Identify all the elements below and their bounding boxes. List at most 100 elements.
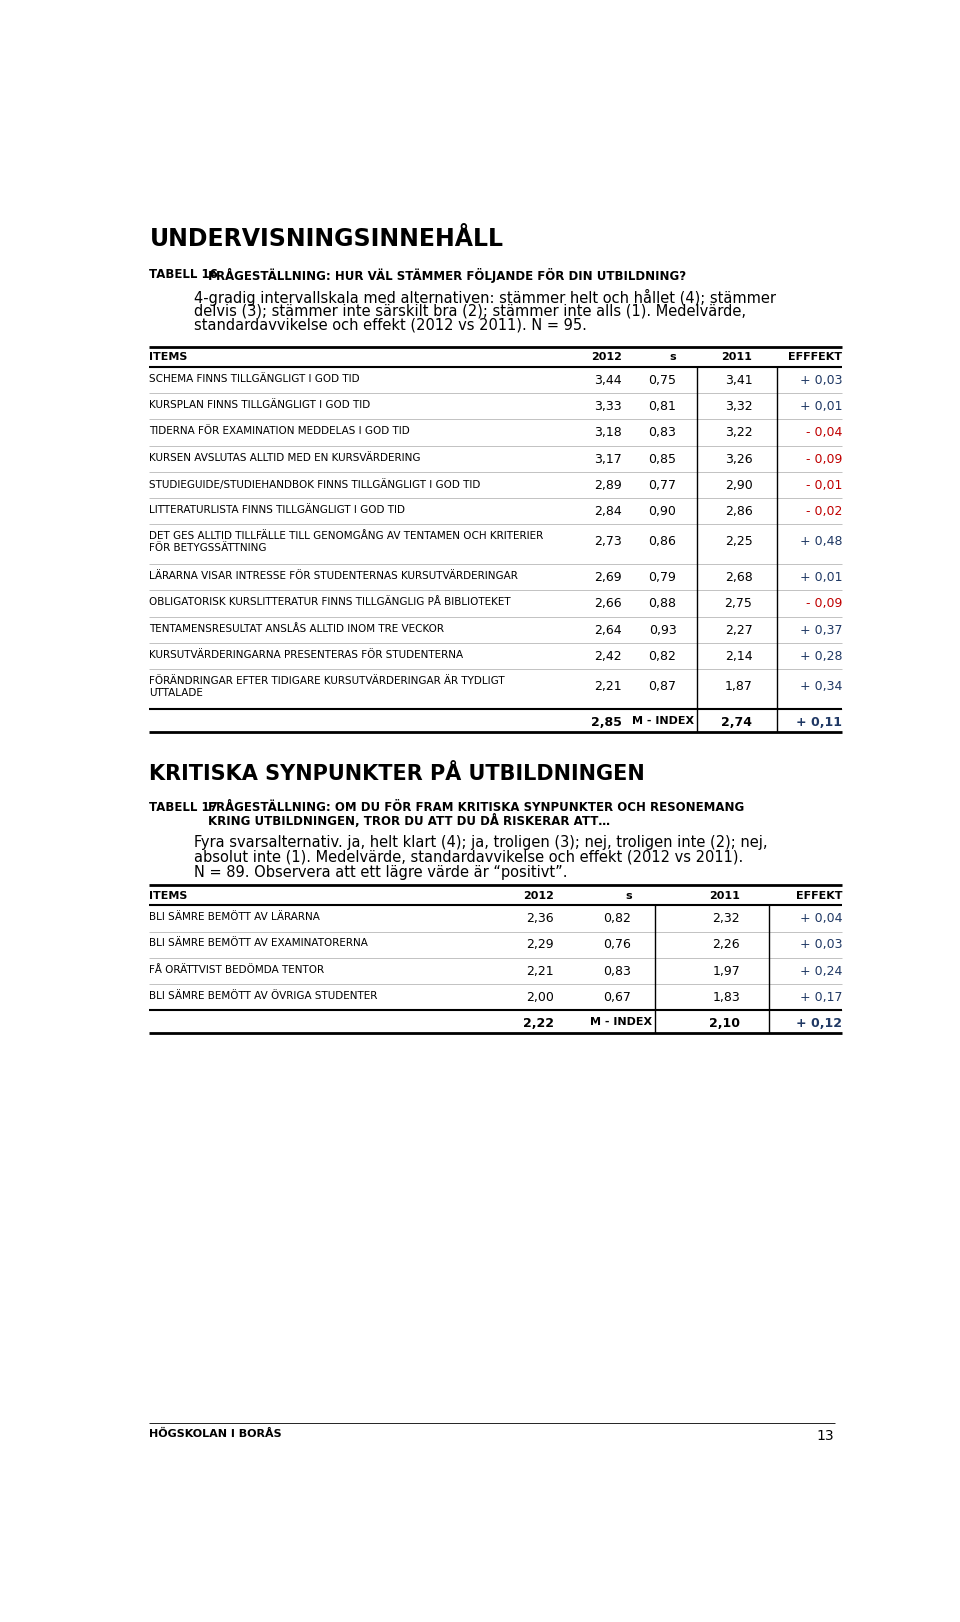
- Text: 2,25: 2,25: [725, 535, 753, 548]
- Text: + 0,12: + 0,12: [796, 1017, 842, 1030]
- Text: 0,81: 0,81: [649, 401, 677, 414]
- Text: DET GES ALLTID TILLFÄLLE TILL GENOMGÅNG AV TENTAMEN OCH KRITERIER: DET GES ALLTID TILLFÄLLE TILL GENOMGÅNG …: [150, 530, 543, 542]
- Text: 0,90: 0,90: [649, 504, 677, 517]
- Text: 0,75: 0,75: [648, 375, 677, 388]
- Text: 0,88: 0,88: [648, 597, 677, 610]
- Text: 2011: 2011: [722, 352, 753, 362]
- Text: 2,27: 2,27: [725, 623, 753, 636]
- Text: 2,75: 2,75: [725, 597, 753, 610]
- Text: M - INDEX: M - INDEX: [632, 715, 694, 727]
- Text: s: s: [625, 890, 632, 900]
- Text: 2,73: 2,73: [594, 535, 622, 548]
- Text: - 0,04: - 0,04: [806, 427, 842, 440]
- Text: 1,83: 1,83: [712, 991, 740, 1004]
- Text: 2,84: 2,84: [594, 504, 622, 517]
- Text: 0,85: 0,85: [648, 453, 677, 466]
- Text: ITEMS: ITEMS: [150, 352, 188, 362]
- Text: Fyra svarsalternativ. ja, helt klart (4); ja, troligen (3); nej, troligen inte (: Fyra svarsalternativ. ja, helt klart (4)…: [194, 835, 767, 850]
- Text: + 0,03: + 0,03: [800, 375, 842, 388]
- Text: BLI SÄMRE BEMÖTT AV LÄRARNA: BLI SÄMRE BEMÖTT AV LÄRARNA: [150, 912, 321, 923]
- Text: - 0,01: - 0,01: [806, 478, 842, 491]
- Text: STUDIEGUIDE/STUDIEHANDBOK FINNS TILLGÄNGLIGT I GOD TID: STUDIEGUIDE/STUDIEHANDBOK FINNS TILLGÄNG…: [150, 478, 481, 490]
- Text: 2,26: 2,26: [712, 939, 740, 952]
- Text: TABELL 16: TABELL 16: [150, 268, 218, 281]
- Text: KRITISKA SYNPUNKTER PÅ UTBILDNINGEN: KRITISKA SYNPUNKTER PÅ UTBILDNINGEN: [150, 764, 645, 785]
- Text: 0,86: 0,86: [649, 535, 677, 548]
- Text: delvis (3); stämmer inte särskilt bra (2); stämmer inte alls (1). Medelvärde,: delvis (3); stämmer inte särskilt bra (2…: [194, 303, 746, 318]
- Text: + 0,48: + 0,48: [800, 535, 842, 548]
- Text: HÖGSKOLAN I BORÅS: HÖGSKOLAN I BORÅS: [150, 1429, 282, 1439]
- Text: EFFEKT: EFFEKT: [796, 890, 842, 900]
- Text: 0,87: 0,87: [648, 680, 677, 693]
- Text: FÖRÄNDRINGAR EFTER TIDIGARE KURSUTVÄRDERINGAR ÄR TYDLIGT: FÖRÄNDRINGAR EFTER TIDIGARE KURSUTVÄRDER…: [150, 676, 505, 686]
- Text: + 0,24: + 0,24: [800, 965, 842, 978]
- Text: 2,32: 2,32: [712, 912, 740, 925]
- Text: KURSEN AVSLUTAS ALLTID MED EN KURSVÄRDERING: KURSEN AVSLUTAS ALLTID MED EN KURSVÄRDER…: [150, 453, 420, 462]
- Text: - 0,09: - 0,09: [806, 597, 842, 610]
- Text: 2,89: 2,89: [594, 478, 622, 491]
- Text: FÖR BETYGSSÄTTNING: FÖR BETYGSSÄTTNING: [150, 543, 267, 553]
- Text: 2,10: 2,10: [709, 1017, 740, 1030]
- Text: TENTAMENSRESULTAT ANSLÅS ALLTID INOM TRE VECKOR: TENTAMENSRESULTAT ANSLÅS ALLTID INOM TRE…: [150, 623, 444, 634]
- Text: 3,33: 3,33: [594, 401, 622, 414]
- Text: EFFFEKT: EFFFEKT: [788, 352, 842, 362]
- Text: TIDERNA FÖR EXAMINATION MEDDELAS I GOD TID: TIDERNA FÖR EXAMINATION MEDDELAS I GOD T…: [150, 427, 410, 436]
- Text: 3,32: 3,32: [725, 401, 753, 414]
- Text: N = 89. Observera att ett lägre värde är “positivt”.: N = 89. Observera att ett lägre värde är…: [194, 865, 567, 879]
- Text: 0,82: 0,82: [604, 912, 632, 925]
- Text: 0,67: 0,67: [604, 991, 632, 1004]
- Text: + 0,37: + 0,37: [800, 623, 842, 636]
- Text: 13: 13: [817, 1429, 834, 1444]
- Text: 2012: 2012: [591, 352, 622, 362]
- Text: + 0,17: + 0,17: [800, 991, 842, 1004]
- Text: 4-gradig intervallskala med alternativen: stämmer helt och hållet (4); stämmer: 4-gradig intervallskala med alternativen…: [194, 289, 776, 305]
- Text: ITEMS: ITEMS: [150, 890, 188, 900]
- Text: 2,00: 2,00: [526, 991, 554, 1004]
- Text: + 0,01: + 0,01: [800, 401, 842, 414]
- Text: 2,36: 2,36: [526, 912, 554, 925]
- Text: BLI SÄMRE BEMÖTT AV ÖVRIGA STUDENTER: BLI SÄMRE BEMÖTT AV ÖVRIGA STUDENTER: [150, 991, 378, 1001]
- Text: 0,79: 0,79: [649, 571, 677, 584]
- Text: - 0,09: - 0,09: [806, 453, 842, 466]
- Text: 2,22: 2,22: [523, 1017, 554, 1030]
- Text: 0,83: 0,83: [649, 427, 677, 440]
- Text: absolut inte (1). Medelvärde, standardavvikelse och effekt (2012 vs 2011).: absolut inte (1). Medelvärde, standardav…: [194, 850, 743, 865]
- Text: 2,85: 2,85: [591, 715, 622, 728]
- Text: + 0,11: + 0,11: [796, 715, 842, 728]
- Text: BLI SÄMRE BEMÖTT AV EXAMINATORERNA: BLI SÄMRE BEMÖTT AV EXAMINATORERNA: [150, 939, 369, 949]
- Text: LITTERATURLISTA FINNS TILLGÄNGLIGT I GOD TID: LITTERATURLISTA FINNS TILLGÄNGLIGT I GOD…: [150, 504, 405, 514]
- Text: TABELL 17: TABELL 17: [150, 801, 218, 814]
- Text: 2,66: 2,66: [594, 597, 622, 610]
- Text: 2,69: 2,69: [594, 571, 622, 584]
- Text: - 0,02: - 0,02: [806, 504, 842, 517]
- Text: 2,29: 2,29: [526, 939, 554, 952]
- Text: 2,74: 2,74: [721, 715, 753, 728]
- Text: 2,14: 2,14: [725, 650, 753, 663]
- Text: 2,42: 2,42: [594, 650, 622, 663]
- Text: + 0,34: + 0,34: [800, 680, 842, 693]
- Text: LÄRARNA VISAR INTRESSE FÖR STUDENTERNAS KURSUTVÄRDERINGAR: LÄRARNA VISAR INTRESSE FÖR STUDENTERNAS …: [150, 571, 518, 581]
- Text: + 0,04: + 0,04: [800, 912, 842, 925]
- Text: SCHEMA FINNS TILLGÄNGLIGT I GOD TID: SCHEMA FINNS TILLGÄNGLIGT I GOD TID: [150, 375, 360, 384]
- Text: 0,93: 0,93: [649, 623, 677, 636]
- Text: 0,82: 0,82: [649, 650, 677, 663]
- Text: KRING UTBILDNINGEN, TROR DU ATT DU DÅ RISKERAR ATT…: KRING UTBILDNINGEN, TROR DU ATT DU DÅ RI…: [207, 814, 610, 829]
- Text: FÅ ORÄTTVIST BEDÖMDA TENTOR: FÅ ORÄTTVIST BEDÖMDA TENTOR: [150, 965, 324, 975]
- Text: 2,86: 2,86: [725, 504, 753, 517]
- Text: 3,26: 3,26: [725, 453, 753, 466]
- Text: + 0,01: + 0,01: [800, 571, 842, 584]
- Text: KURSUTVÄRDERINGARNA PRESENTERAS FÖR STUDENTERNA: KURSUTVÄRDERINGARNA PRESENTERAS FÖR STUD…: [150, 650, 464, 660]
- Text: 2,90: 2,90: [725, 478, 753, 491]
- Text: FRÅGESTÄLLNING: HUR VÄL STÄMMER FÖLJANDE FÖR DIN UTBILDNING?: FRÅGESTÄLLNING: HUR VÄL STÄMMER FÖLJANDE…: [207, 268, 685, 282]
- Text: 0,77: 0,77: [648, 478, 677, 491]
- Text: OBLIGATORISK KURSLITTERATUR FINNS TILLGÄNGLIG PÅ BIBLIOTEKET: OBLIGATORISK KURSLITTERATUR FINNS TILLGÄ…: [150, 597, 511, 607]
- Text: 2012: 2012: [523, 890, 554, 900]
- Text: 2011: 2011: [709, 890, 740, 900]
- Text: 2,64: 2,64: [594, 623, 622, 636]
- Text: 3,17: 3,17: [594, 453, 622, 466]
- Text: UTTALADE: UTTALADE: [150, 688, 204, 697]
- Text: + 0,28: + 0,28: [800, 650, 842, 663]
- Text: 2,21: 2,21: [526, 965, 554, 978]
- Text: UNDERVISNINGSINNEHÅLL: UNDERVISNINGSINNEHÅLL: [150, 227, 503, 251]
- Text: 3,44: 3,44: [594, 375, 622, 388]
